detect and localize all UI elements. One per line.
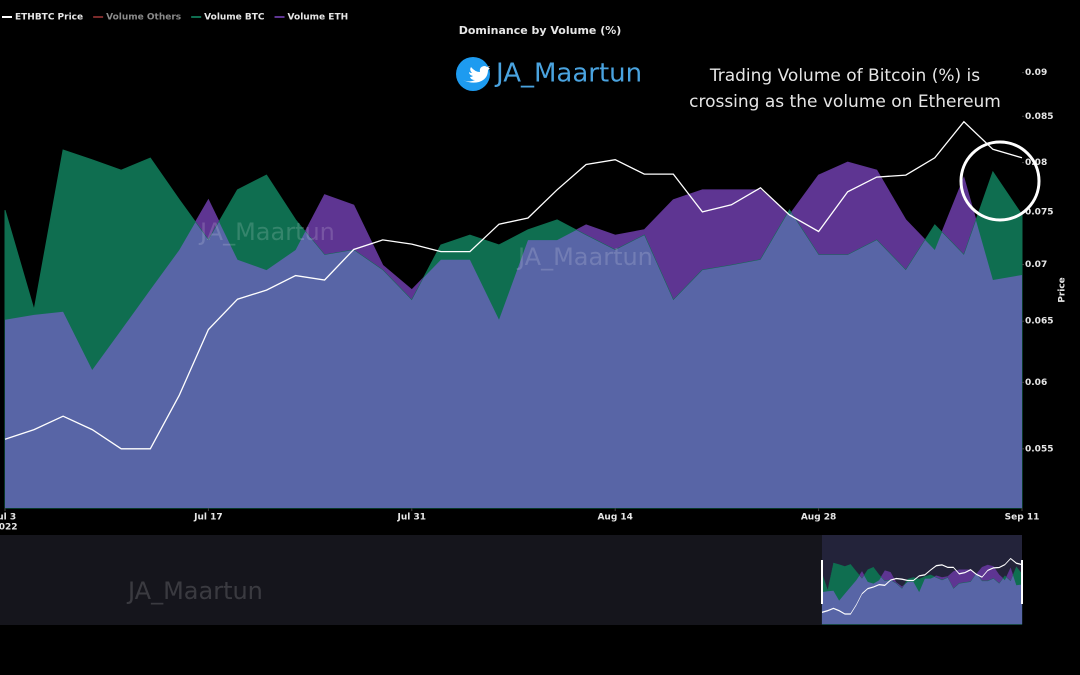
legend-label: Volume ETH <box>288 13 349 23</box>
x-tick-label: Jul 17 <box>193 513 223 523</box>
y2-axis-title: Price <box>1058 277 1068 303</box>
x-tick-label: Jul 31 <box>397 513 427 523</box>
line <box>4 120 1023 450</box>
x-tick-label: Sep 11 <box>1005 513 1040 523</box>
mini-overlap-area <box>821 565 1023 624</box>
y2-tick-label: 0.09 <box>1025 68 1047 78</box>
y2-tick-label: 0.055 <box>1025 444 1053 454</box>
legend-label: ETHBTC Price <box>15 13 83 23</box>
y2-tick-label: 0.07 <box>1025 260 1047 270</box>
watermark: JA_Maartun <box>516 243 653 271</box>
y2-tick-label: 0.085 <box>1025 112 1053 122</box>
twitter-icon <box>456 57 490 91</box>
range-window-series <box>821 557 1023 625</box>
y2-tick-label: 0.06 <box>1025 378 1047 388</box>
mini-line <box>821 557 1023 615</box>
x-tick-label: Jul 3 <box>0 513 16 523</box>
icon-bird <box>463 66 490 83</box>
overlap-area <box>5 162 1022 508</box>
annotation-line: Trading Volume of Bitcoin (%) is <box>709 66 980 86</box>
plot-area <box>4 120 1023 509</box>
y2-tick-label: 0.065 <box>1025 317 1053 327</box>
legend: ETHBTC Price Volume Others Volume BTC Volum… <box>2 13 348 23</box>
range-slider <box>0 535 1023 625</box>
annotation-line: crossing as the volume on Ethereum <box>689 92 1001 112</box>
legend-label: Volume BTC <box>204 13 265 23</box>
x-tick-label: Aug 28 <box>801 513 836 523</box>
watermark: JA_Maartun <box>126 577 263 605</box>
year-label: 2022 <box>0 523 18 533</box>
handle: JA_Maartun <box>494 59 642 89</box>
chart-title: Dominance by Volume (%) <box>459 24 622 37</box>
highlight-circle <box>959 140 1041 222</box>
x-tick-label: Aug 14 <box>597 513 632 523</box>
legend-label: Volume Others <box>106 13 181 23</box>
y2-tick-label: 0.075 <box>1025 207 1053 217</box>
watermark: JA_Maartun <box>198 218 335 246</box>
